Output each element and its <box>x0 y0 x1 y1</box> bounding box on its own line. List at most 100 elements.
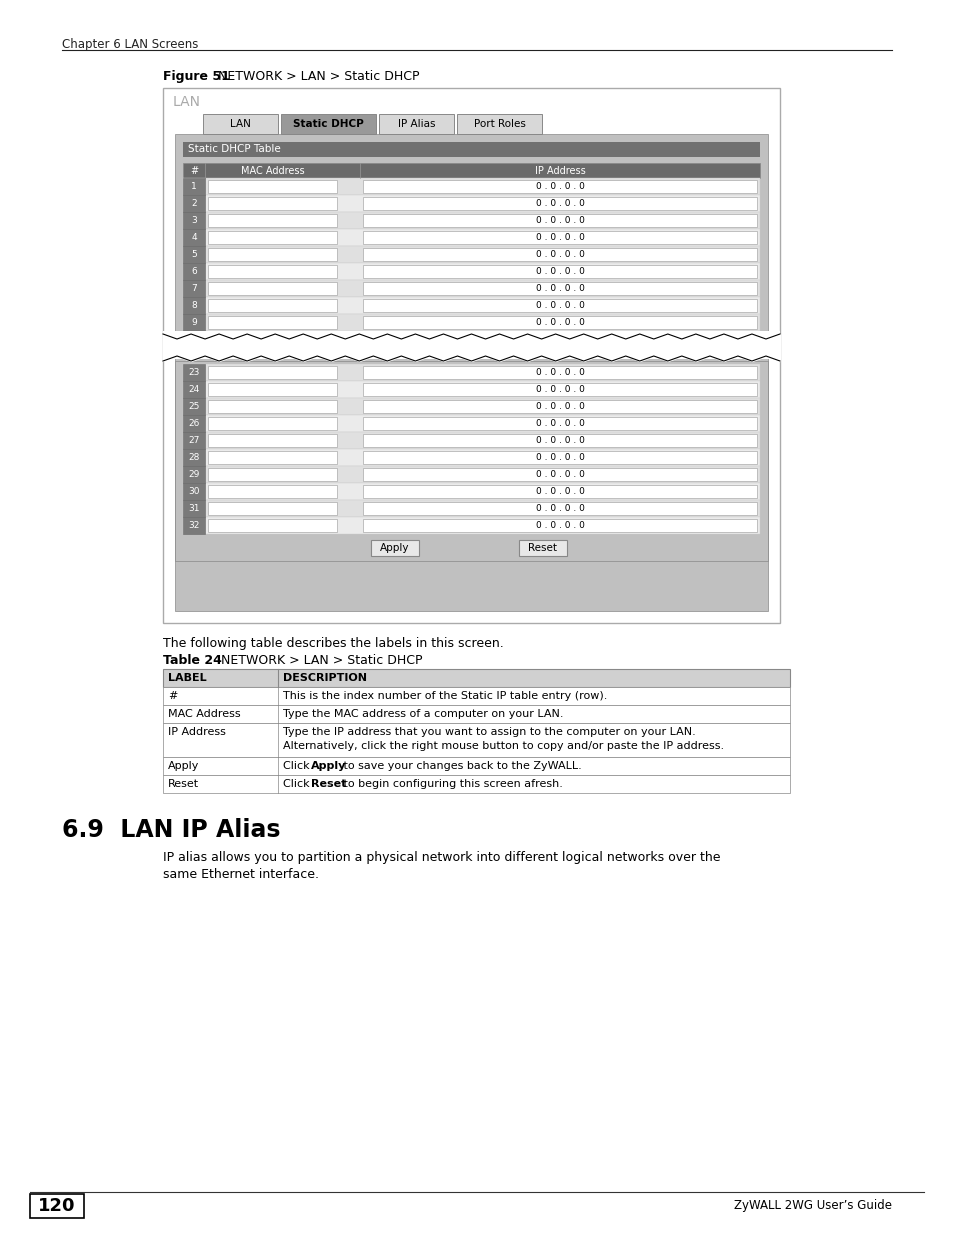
Text: 9: 9 <box>191 317 196 327</box>
Bar <box>174 361 767 561</box>
Bar <box>183 212 760 228</box>
Bar <box>183 364 205 382</box>
Text: Apply: Apply <box>379 543 409 553</box>
Bar <box>208 231 336 245</box>
Text: 0 . 0 . 0 . 0: 0 . 0 . 0 . 0 <box>535 233 584 242</box>
Text: #: # <box>190 165 198 175</box>
Bar <box>183 415 205 432</box>
Bar <box>30 1194 84 1218</box>
Bar <box>183 382 760 398</box>
Text: 0 . 0 . 0 . 0: 0 . 0 . 0 . 0 <box>535 267 584 275</box>
Bar <box>208 299 336 312</box>
Text: The following table describes the labels in this screen.: The following table describes the labels… <box>163 637 503 650</box>
Bar <box>363 198 757 210</box>
Bar <box>183 296 205 314</box>
Bar <box>183 212 205 228</box>
Bar <box>363 282 757 295</box>
Bar <box>363 180 757 193</box>
Bar <box>183 517 760 534</box>
Bar <box>208 214 336 227</box>
Bar <box>183 195 205 212</box>
Text: 0 . 0 . 0 . 0: 0 . 0 . 0 . 0 <box>535 521 584 530</box>
Bar <box>163 776 789 793</box>
Bar <box>183 432 205 450</box>
Bar <box>183 450 760 466</box>
Text: Type the IP address that you want to assign to the computer on your LAN.: Type the IP address that you want to ass… <box>283 727 695 737</box>
Bar <box>163 88 780 622</box>
Text: Click: Click <box>283 779 313 789</box>
Text: IP Address: IP Address <box>534 165 585 175</box>
Bar <box>183 195 760 212</box>
Bar <box>363 501 757 515</box>
Bar <box>183 382 205 398</box>
Text: 23: 23 <box>188 368 199 377</box>
Bar <box>183 296 760 314</box>
Text: #: # <box>168 692 177 701</box>
Bar <box>163 669 789 687</box>
Text: Static DHCP Table: Static DHCP Table <box>188 144 280 154</box>
Text: 0 . 0 . 0 . 0: 0 . 0 . 0 . 0 <box>535 471 584 479</box>
Text: 0 . 0 . 0 . 0: 0 . 0 . 0 . 0 <box>535 419 584 429</box>
Text: 0 . 0 . 0 . 0: 0 . 0 . 0 . 0 <box>535 487 584 496</box>
Bar <box>208 316 336 329</box>
Bar <box>183 246 760 263</box>
Text: 25: 25 <box>188 403 199 411</box>
Text: 7: 7 <box>191 284 196 293</box>
Text: 0 . 0 . 0 . 0: 0 . 0 . 0 . 0 <box>535 317 584 327</box>
Bar <box>208 282 336 295</box>
Text: same Ethernet interface.: same Ethernet interface. <box>163 868 318 881</box>
Text: Chapter 6 LAN Screens: Chapter 6 LAN Screens <box>62 38 198 51</box>
Text: Reset: Reset <box>311 779 346 789</box>
Text: 0 . 0 . 0 . 0: 0 . 0 . 0 . 0 <box>535 199 584 207</box>
Bar <box>183 163 760 178</box>
Text: 0 . 0 . 0 . 0: 0 . 0 . 0 . 0 <box>535 504 584 513</box>
Text: 0 . 0 . 0 . 0: 0 . 0 . 0 . 0 <box>535 368 584 377</box>
Bar <box>163 705 789 722</box>
Text: Figure 51: Figure 51 <box>163 70 230 83</box>
Bar <box>363 400 757 412</box>
Bar <box>363 214 757 227</box>
Bar <box>208 433 336 447</box>
Text: Alternatively, click the right mouse button to copy and/or paste the IP address.: Alternatively, click the right mouse but… <box>283 741 723 751</box>
Bar <box>183 246 205 263</box>
Bar <box>183 228 205 246</box>
Bar <box>208 417 336 430</box>
Text: 24: 24 <box>188 385 199 394</box>
Bar <box>208 451 336 464</box>
Bar <box>183 517 205 534</box>
Text: LAN: LAN <box>230 119 251 128</box>
Bar <box>363 366 757 379</box>
Text: 0 . 0 . 0 . 0: 0 . 0 . 0 . 0 <box>535 436 584 445</box>
Bar <box>183 432 760 450</box>
Text: 0 . 0 . 0 . 0: 0 . 0 . 0 . 0 <box>535 182 584 191</box>
Bar <box>183 228 760 246</box>
Text: 30: 30 <box>188 487 199 496</box>
Bar <box>183 398 760 415</box>
Bar <box>363 519 757 532</box>
Bar <box>363 316 757 329</box>
Text: 28: 28 <box>188 453 199 462</box>
Text: Reset: Reset <box>168 779 199 789</box>
Bar <box>456 114 541 135</box>
Text: This is the index number of the Static IP table entry (row).: This is the index number of the Static I… <box>283 692 607 701</box>
Bar <box>363 417 757 430</box>
Text: 0 . 0 . 0 . 0: 0 . 0 . 0 . 0 <box>535 453 584 462</box>
Bar <box>208 383 336 396</box>
Bar <box>163 722 789 757</box>
Bar <box>281 114 375 135</box>
Bar <box>363 248 757 261</box>
Bar <box>208 468 336 480</box>
Text: Static DHCP: Static DHCP <box>293 119 363 128</box>
Bar <box>183 500 760 517</box>
Bar <box>208 198 336 210</box>
Text: 8: 8 <box>191 301 196 310</box>
Text: Port Roles: Port Roles <box>473 119 525 128</box>
Bar <box>208 266 336 278</box>
Bar <box>183 314 205 331</box>
Text: NETWORK > LAN > Static DHCP: NETWORK > LAN > Static DHCP <box>218 70 419 83</box>
Bar <box>363 485 757 498</box>
Text: LAN: LAN <box>172 95 201 109</box>
Bar <box>518 540 566 556</box>
Text: 6: 6 <box>191 267 196 275</box>
Bar <box>183 415 760 432</box>
